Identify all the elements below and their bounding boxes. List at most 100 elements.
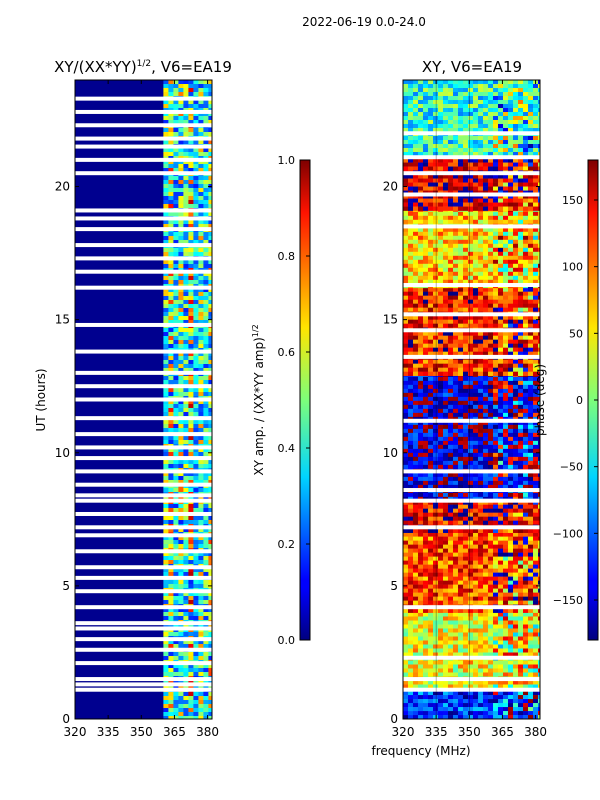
amplitude-cell <box>208 288 212 293</box>
phase-cell <box>413 231 419 237</box>
phase-cell <box>408 680 414 685</box>
phase-cell <box>513 584 519 589</box>
amplitude-cell <box>208 480 212 485</box>
amplitude-cell <box>163 352 169 357</box>
phase-cell <box>503 480 509 486</box>
phase-cell <box>533 560 539 565</box>
phase-cell <box>513 351 519 356</box>
phase-cell <box>423 376 429 382</box>
phase-cell <box>453 616 459 621</box>
phase-cell <box>423 448 429 454</box>
phase-cell <box>528 460 534 466</box>
phase-cell <box>423 476 429 482</box>
amplitude-cell <box>188 464 194 469</box>
phase-cell <box>453 640 459 645</box>
phase-cell <box>418 231 424 237</box>
phase-cell <box>488 480 494 486</box>
phase-cell <box>448 699 454 704</box>
phase-cell <box>448 404 454 410</box>
amplitude-cell <box>168 116 174 121</box>
phase-cell <box>538 504 540 509</box>
amplitude-cell <box>173 340 179 345</box>
phase-cell <box>503 436 509 442</box>
phase-cell <box>463 367 469 372</box>
phase-cell <box>438 691 444 696</box>
phase-cell <box>463 384 469 390</box>
phase-cell <box>503 652 509 657</box>
phase-cell <box>473 628 479 633</box>
amplitude-cell <box>168 236 174 241</box>
phase-cell <box>518 440 524 446</box>
phase-cell <box>503 695 509 700</box>
amplitude-cell <box>203 312 209 317</box>
phase-cell <box>503 516 509 521</box>
phase-cell <box>483 504 489 509</box>
phase-cell <box>403 303 409 308</box>
phase-cell <box>433 359 439 364</box>
phase-cell <box>413 215 419 221</box>
phase-cell <box>458 660 464 665</box>
amplitude-cell <box>183 404 189 409</box>
amplitude-cell <box>198 504 204 509</box>
phase-cell <box>453 351 459 356</box>
phase-cell <box>468 572 474 577</box>
phase-cell <box>488 500 494 505</box>
phase-cell <box>433 680 439 685</box>
phase-cell <box>408 652 414 657</box>
amplitude-cell <box>188 580 194 585</box>
phase-cell <box>518 500 524 505</box>
phase-cell <box>423 624 429 629</box>
phase-cell <box>458 472 464 478</box>
phase-cell <box>453 420 459 426</box>
phase-cell <box>463 476 469 482</box>
phase-cell <box>518 396 524 402</box>
amplitude-cell <box>168 528 174 533</box>
phase-cell <box>403 492 409 498</box>
amplitude-cell <box>163 316 169 321</box>
phase-cell <box>478 235 484 241</box>
amplitude-cell <box>183 80 189 85</box>
phase-cell <box>413 548 419 553</box>
amplitude-cell <box>188 652 194 657</box>
phase-cell <box>448 396 454 402</box>
amplitude-cell <box>178 260 184 265</box>
phase-cell <box>488 711 494 716</box>
amplitude-cell <box>163 616 169 621</box>
phase-cell <box>408 420 414 426</box>
phase-cell <box>428 303 434 308</box>
phase-cell <box>408 608 414 613</box>
phase-cell <box>493 456 499 462</box>
phase-cell <box>473 703 479 708</box>
phase-cell <box>438 592 444 597</box>
phase-cell <box>533 568 539 573</box>
phase-cell <box>528 388 534 394</box>
amplitude-cell <box>183 192 189 197</box>
phase-cell <box>458 592 464 597</box>
amplitude-cell <box>188 140 194 145</box>
amplitude-cell <box>193 88 199 93</box>
phase-cell <box>478 452 484 458</box>
phase-cell <box>443 711 449 716</box>
amplitude-cell <box>198 700 204 705</box>
amplitude-cell <box>168 184 174 189</box>
amplitude-cell <box>208 572 212 577</box>
phase-cell <box>483 624 489 629</box>
phase-cell <box>458 319 464 324</box>
amplitude-cell <box>208 700 212 705</box>
phase-cell <box>503 456 509 462</box>
phase-cell <box>513 219 519 225</box>
phase-cell <box>488 412 494 418</box>
phase-cell <box>408 392 414 398</box>
amplitude-cell <box>178 700 184 705</box>
phase-cell <box>473 323 479 328</box>
phase-cell <box>428 660 434 665</box>
phase-cell <box>473 715 479 719</box>
phase-cell <box>453 408 459 414</box>
phase-cell <box>433 584 439 589</box>
phase-cell <box>403 424 409 430</box>
phase-cell <box>533 412 539 418</box>
amplitude-cell <box>168 480 174 485</box>
phase-cell <box>503 540 509 545</box>
amplitude-cell <box>163 704 169 709</box>
amplitude-cell <box>163 464 169 469</box>
